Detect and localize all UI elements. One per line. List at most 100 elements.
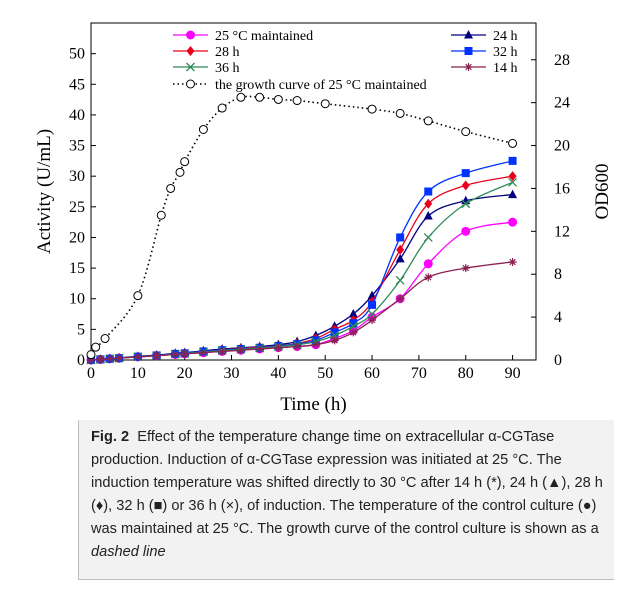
legend-label: 24 h	[493, 29, 518, 44]
data-point	[508, 138, 518, 148]
x-tick-label: 0	[87, 365, 95, 382]
data-point	[156, 210, 166, 220]
y2-tick-label: 0	[554, 352, 562, 369]
caption-text: Effect of the temperature change time on…	[91, 429, 603, 537]
legend-label: 36 h	[215, 61, 240, 76]
data-point	[508, 177, 518, 187]
data-point	[395, 275, 405, 285]
legend-entry: 14 h	[451, 61, 518, 76]
data-point	[166, 183, 176, 193]
y-tick-label: 0	[77, 352, 85, 369]
data-point	[349, 328, 358, 337]
data-point	[199, 348, 208, 357]
y-tick-label: 35	[69, 138, 85, 155]
data-point	[423, 259, 433, 269]
data-point	[396, 244, 405, 255]
data-point	[133, 291, 143, 301]
x-tick-label: 80	[458, 365, 474, 382]
data-point	[349, 319, 358, 328]
data-point	[330, 328, 339, 337]
y-tick-label: 20	[69, 229, 85, 246]
series-1	[86, 189, 518, 364]
data-point	[508, 257, 517, 266]
y-axis-label: Activity (U/mL)	[34, 129, 55, 254]
data-point	[395, 253, 405, 263]
series-6	[86, 92, 518, 360]
y-tick-label: 25	[69, 199, 85, 216]
data-point	[236, 92, 246, 102]
data-point	[348, 321, 358, 331]
data-point	[330, 336, 339, 345]
data-point	[273, 94, 283, 104]
data-point	[508, 189, 518, 199]
series-3	[87, 156, 517, 364]
x-tick-label: 50	[317, 365, 333, 382]
chart: 0 10 20 30 40 50 60 70 80 90 0 5 10 15 20 25 30 35 40 45 50 0…	[34, 22, 613, 415]
data-point	[96, 355, 105, 364]
x-tick-label: 70	[411, 365, 427, 382]
data-point	[87, 356, 95, 364]
y-tick-label: 50	[69, 46, 85, 63]
data-point	[424, 273, 433, 282]
legend-marker	[186, 62, 195, 72]
data-point	[115, 354, 124, 363]
x-tick-label: 20	[177, 365, 193, 382]
caption-italic-text: dashed line	[91, 544, 166, 560]
caption-label: Fig. 2	[91, 429, 130, 445]
legend-label: 32 h	[493, 45, 518, 60]
legend-entry: 24 h	[451, 29, 518, 44]
y-tick-label: 15	[69, 260, 85, 277]
data-point	[461, 169, 470, 178]
y2-tick-label: 12	[554, 223, 570, 240]
data-point	[91, 342, 101, 352]
data-point	[311, 340, 320, 349]
legend-marker	[464, 30, 473, 39]
data-point	[236, 346, 245, 355]
legend-entry: 25 °C maintained	[173, 29, 313, 44]
data-point	[105, 354, 114, 363]
data-point	[180, 349, 189, 358]
data-point	[368, 300, 377, 309]
y-tick-label: 40	[69, 107, 85, 124]
legend-entry: 28 h	[173, 45, 240, 60]
data-point	[171, 350, 180, 359]
x-tick-label: 60	[364, 365, 380, 382]
data-point	[292, 96, 302, 106]
data-point	[423, 211, 433, 220]
legend-marker	[186, 79, 195, 89]
data-point	[180, 157, 190, 167]
y2-tick-label: 24	[554, 95, 570, 112]
data-point	[508, 171, 517, 182]
y2-axis-label: OD600	[592, 164, 613, 220]
x-tick-label: 40	[270, 365, 286, 382]
series-5	[87, 257, 517, 364]
data-point	[423, 232, 433, 242]
figure-caption: Fig. 2 Effect of the temperature change …	[78, 420, 614, 580]
data-point	[461, 226, 471, 236]
y2-tick-label: 4	[554, 309, 562, 326]
legend-entry: the growth curve of 25 °C maintained	[173, 78, 427, 93]
legend-entry: 36 h	[173, 61, 240, 76]
x-tick-label: 30	[224, 365, 240, 382]
legend-label: 25 °C maintained	[215, 29, 313, 44]
data-point	[396, 294, 405, 303]
legend-label: 28 h	[215, 45, 240, 60]
y-tick-label: 45	[69, 76, 85, 93]
data-point	[367, 309, 377, 319]
legend-entry: 32 h	[451, 45, 518, 60]
data-point	[461, 199, 471, 209]
data-point	[423, 116, 433, 126]
series-line	[90, 95, 513, 356]
data-point	[152, 351, 161, 360]
data-point	[461, 264, 470, 273]
legend-label: 14 h	[493, 61, 518, 76]
series-line	[90, 175, 513, 361]
x-tick-label: 90	[505, 365, 521, 382]
legend-marker	[464, 47, 473, 55]
x-axis-label: Time (h)	[280, 394, 346, 415]
data-point	[217, 103, 227, 113]
y2-tick-label: 8	[554, 266, 562, 283]
data-point	[100, 334, 110, 344]
data-point	[320, 99, 330, 109]
